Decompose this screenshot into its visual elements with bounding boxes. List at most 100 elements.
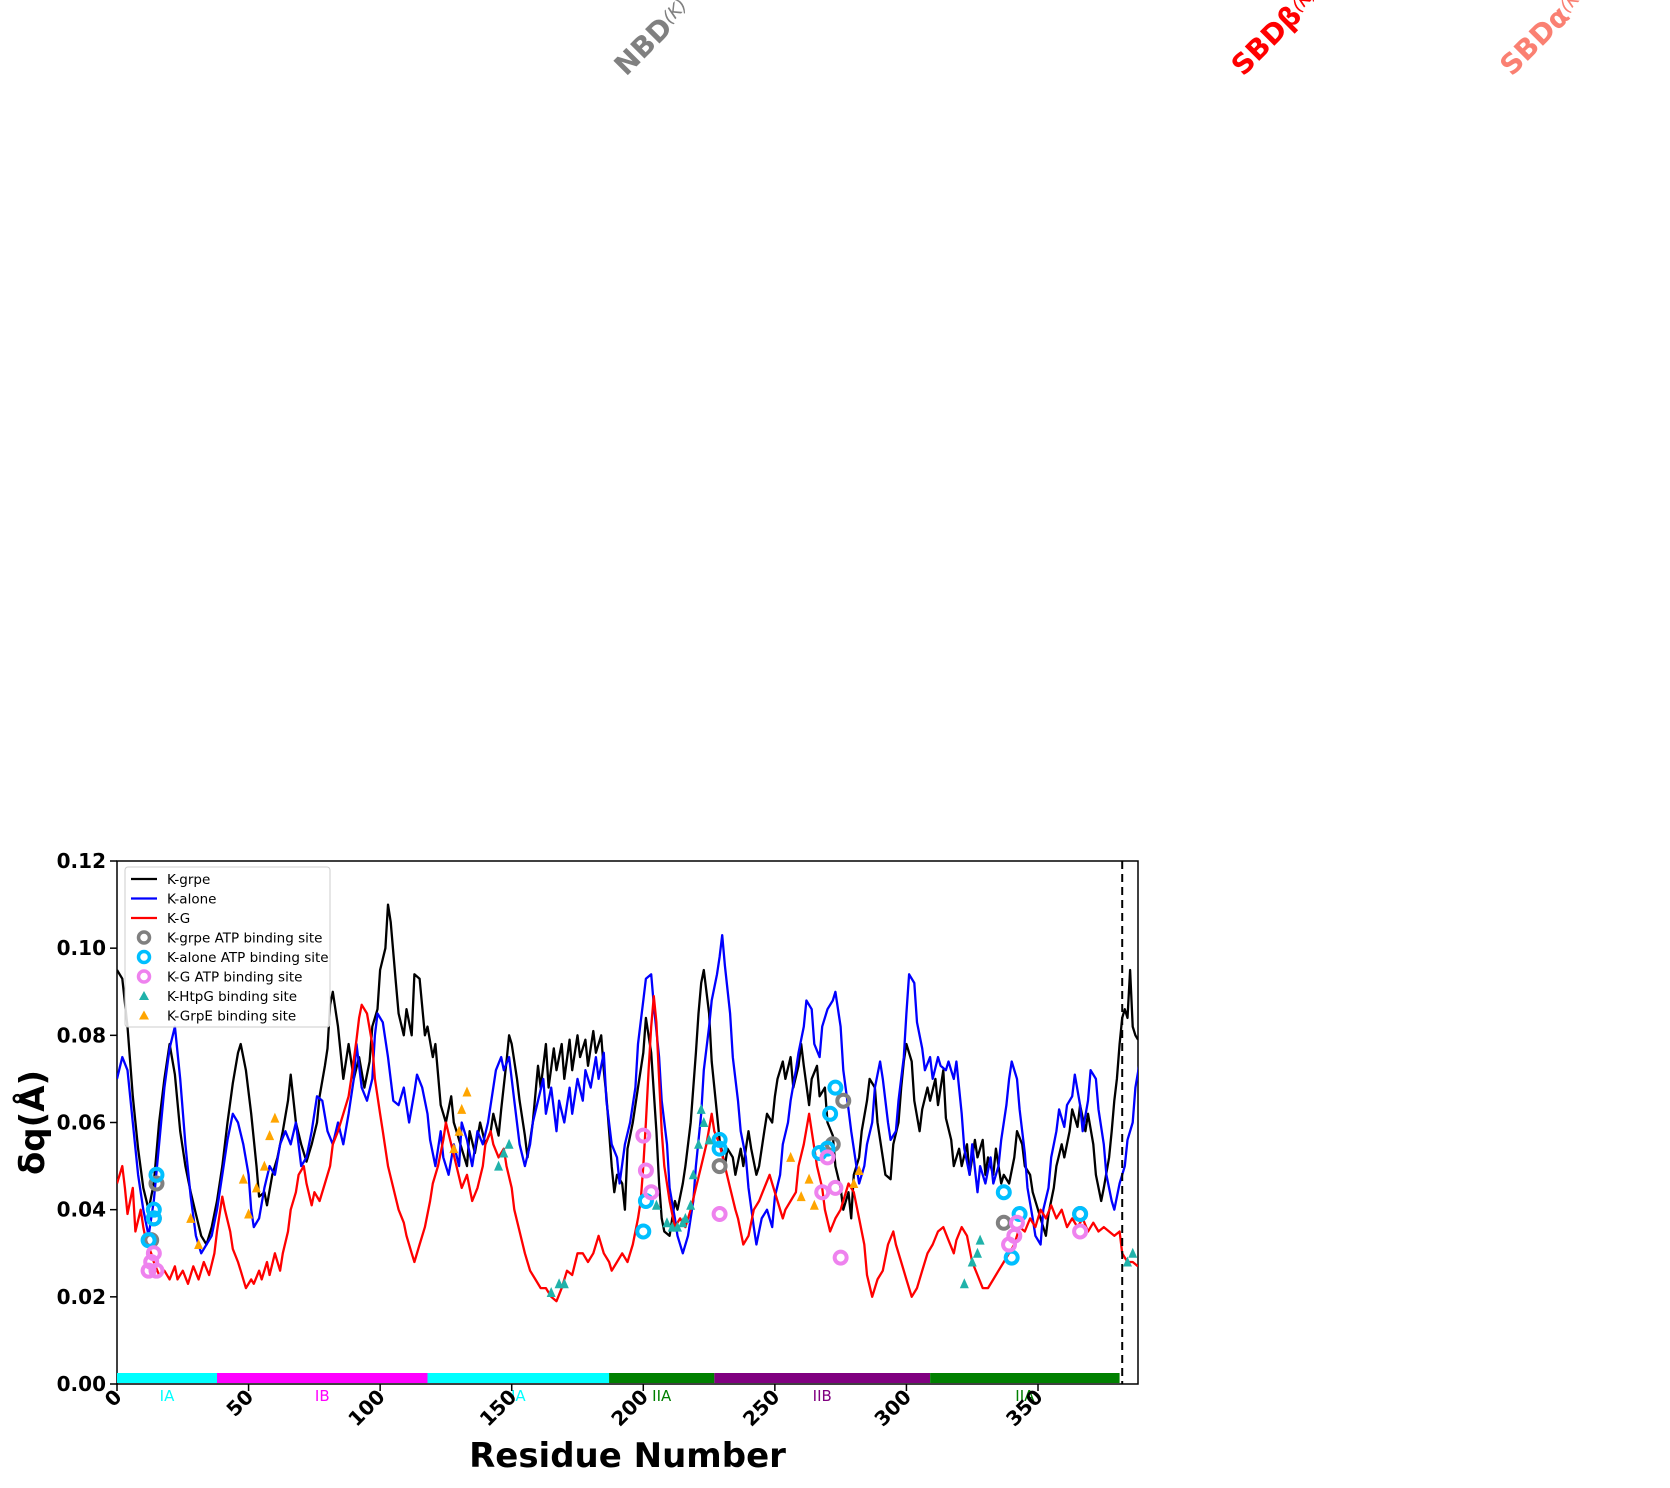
binding-site-marker bbox=[827, 1179, 844, 1196]
y-tick-label: 0.10 bbox=[57, 936, 106, 960]
binding-site-marker bbox=[711, 1140, 728, 1157]
legend-label: K-G bbox=[167, 911, 190, 927]
top-domain-label-main: SBDα bbox=[1493, 0, 1576, 82]
binding-site-marker bbox=[148, 1262, 165, 1279]
binding-site-marker bbox=[1128, 1247, 1138, 1258]
binding-site-marker bbox=[457, 1103, 467, 1114]
binding-site-marker bbox=[672, 1221, 682, 1232]
legend-label: K-HtpG binding site bbox=[167, 989, 297, 1005]
binding-site-marker bbox=[819, 1140, 836, 1157]
binding-site-marker bbox=[835, 1092, 852, 1109]
legend-ring-swatch bbox=[136, 949, 152, 965]
binding-site-marker bbox=[454, 1125, 464, 1136]
binding-site-marker bbox=[148, 1166, 165, 1183]
top-domain-label: SBDα(K bbox=[1493, 0, 1590, 82]
y-tick-label: 0.04 bbox=[57, 1198, 106, 1222]
binding-site-marker bbox=[832, 1249, 849, 1266]
binding-site-marker bbox=[995, 1214, 1012, 1231]
binding-site-marker bbox=[849, 1178, 859, 1189]
series-line bbox=[117, 903, 1138, 1246]
subdomain-label: IB bbox=[315, 1387, 330, 1405]
binding-site-marker bbox=[711, 1158, 728, 1175]
top-domain-labels: NBD(K) SBDβ(K) SBDα(K bbox=[608, 0, 1590, 82]
binding-site-marker bbox=[635, 1223, 652, 1240]
subdomain-bars: IA IB IA IIA IIB IIA bbox=[117, 1373, 1120, 1405]
binding-site-marker bbox=[822, 1105, 839, 1122]
legend-triangle-swatch bbox=[139, 1010, 149, 1020]
y-tick-label: 0.12 bbox=[57, 849, 106, 873]
y-tick-label: 0.02 bbox=[57, 1285, 106, 1309]
binding-site-marker bbox=[699, 1117, 709, 1127]
subdomain-label: IIA bbox=[1015, 1387, 1035, 1405]
binding-site-marker bbox=[1122, 1256, 1132, 1267]
binding-site-marker bbox=[1008, 1214, 1025, 1231]
legend: K-grpe K-alone K-G K-grpe ATP binding site K… bbox=[124, 866, 331, 1028]
binding-site-marker bbox=[804, 1173, 814, 1184]
binding-site-markers bbox=[140, 1079, 1138, 1297]
binding-site-marker bbox=[688, 1169, 698, 1180]
y-tick-label: 0.08 bbox=[57, 1023, 106, 1047]
legend-triangle-swatch bbox=[139, 991, 149, 1000]
binding-site-marker bbox=[651, 1199, 661, 1210]
y-axis: 0.00 0.02 0.04 0.06 0.08 0.10 0.12 bbox=[57, 849, 117, 1396]
binding-site-marker bbox=[462, 1086, 472, 1097]
binding-site-marker bbox=[145, 1201, 162, 1218]
subdomain-bar bbox=[216, 1373, 428, 1383]
legend-ring-swatch bbox=[136, 930, 152, 945]
binding-site-marker bbox=[975, 1234, 985, 1245]
x-tick-label: 250 bbox=[738, 1385, 784, 1431]
binding-site-marker bbox=[145, 1210, 162, 1227]
binding-site-marker bbox=[145, 1245, 162, 1262]
binding-site-marker bbox=[1003, 1249, 1020, 1266]
binding-site-marker bbox=[186, 1212, 196, 1223]
subdomain-label: IA bbox=[511, 1387, 526, 1405]
legend-label: K-alone bbox=[167, 892, 216, 908]
binding-site-marker bbox=[809, 1199, 819, 1210]
x-tick-label: 200 bbox=[606, 1385, 652, 1431]
binding-site-marker bbox=[140, 1262, 157, 1279]
binding-site-marker bbox=[559, 1278, 569, 1289]
subdomain-label: IIA bbox=[652, 1387, 672, 1405]
series-line bbox=[117, 933, 1138, 1255]
y-tick-label: 0.00 bbox=[57, 1372, 106, 1396]
subdomain-bar bbox=[117, 1373, 217, 1383]
binding-site-marker bbox=[637, 1162, 654, 1179]
x-tick-label: 50 bbox=[221, 1385, 258, 1422]
binding-site-marker bbox=[265, 1130, 275, 1141]
binding-site-marker bbox=[449, 1143, 459, 1154]
binding-site-marker bbox=[1006, 1227, 1023, 1244]
subdomain-bar bbox=[930, 1373, 1120, 1383]
top-domain-label: SBDβ(K) bbox=[1225, 0, 1327, 82]
top-domain-label: NBD(K) bbox=[608, 0, 698, 82]
binding-site-marker bbox=[972, 1247, 982, 1258]
binding-site-marker bbox=[814, 1184, 831, 1201]
binding-site-marker bbox=[259, 1160, 269, 1171]
legend-ring-swatch bbox=[136, 969, 152, 984]
binding-site-marker bbox=[686, 1199, 696, 1210]
binding-site-marker bbox=[546, 1286, 556, 1297]
subdomain-label: IA bbox=[160, 1387, 175, 1405]
series-line bbox=[117, 994, 1138, 1303]
plot-area: IA IB IA IIA IIB IIA bbox=[116, 860, 1139, 1405]
y-axis-label: δq(Å) bbox=[12, 1070, 53, 1175]
x-axis-label: Residue Number bbox=[469, 1436, 786, 1476]
binding-site-marker bbox=[1072, 1223, 1089, 1240]
binding-site-marker bbox=[959, 1278, 969, 1289]
legend-label: K-GrpE binding site bbox=[167, 1009, 296, 1025]
binding-site-marker bbox=[270, 1112, 280, 1123]
binding-site-marker bbox=[696, 1103, 706, 1114]
legend-label: K-alone ATP binding site bbox=[167, 950, 329, 966]
binding-site-marker bbox=[244, 1208, 254, 1219]
x-axis: 0 50 100 150 200 250 300 350 bbox=[100, 1384, 1048, 1431]
binding-site-marker bbox=[854, 1164, 864, 1175]
binding-site-marker bbox=[711, 1131, 728, 1148]
binding-site-marker bbox=[711, 1206, 728, 1223]
series-lines bbox=[117, 903, 1138, 1303]
x-tick-label: 350 bbox=[1001, 1385, 1047, 1431]
binding-site-marker bbox=[251, 1182, 261, 1193]
legend-label: K-grpe ATP binding site bbox=[167, 931, 322, 947]
binding-site-marker bbox=[704, 1134, 714, 1145]
subdomain-bar bbox=[714, 1373, 931, 1383]
subdomain-bar bbox=[427, 1373, 610, 1383]
